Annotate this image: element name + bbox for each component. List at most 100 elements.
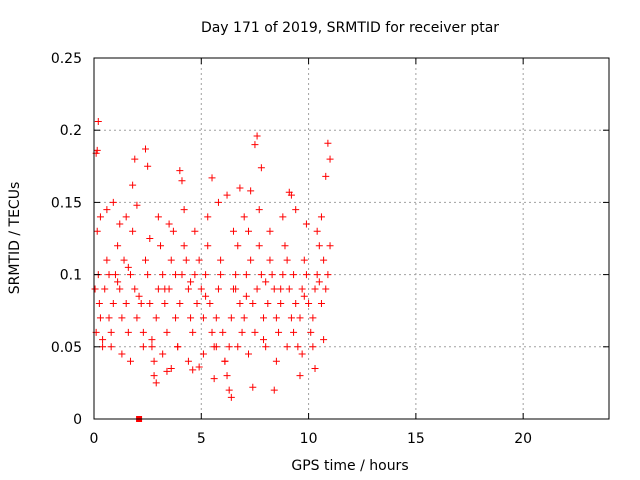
y-tick-label: 0.1: [60, 268, 82, 284]
data-point: [315, 278, 323, 286]
data-point: [245, 350, 252, 358]
data-point: [266, 256, 274, 264]
data-point: [236, 299, 244, 307]
data-point: [154, 285, 162, 293]
x-tick-label: 5: [197, 431, 206, 447]
y-tick-label: 0.2: [60, 123, 82, 139]
data-point: [315, 242, 323, 250]
data-point: [131, 155, 139, 163]
data-point: [225, 343, 233, 351]
data-point: [193, 299, 201, 307]
data-point: [294, 343, 302, 351]
data-point: [234, 242, 242, 250]
y-tick-label: 0: [73, 412, 82, 428]
data-point: [131, 285, 139, 293]
data-point: [150, 372, 158, 380]
data-point: [182, 256, 190, 264]
y-tick-label: 0.25: [51, 51, 82, 67]
data-point: [139, 343, 147, 351]
data-point: [275, 328, 283, 336]
data-point: [236, 184, 244, 192]
data-point: [150, 357, 158, 365]
x-axis-label: GPS time / hours: [291, 458, 408, 474]
data-point: [320, 256, 328, 264]
data-point: [93, 146, 101, 154]
data-point: [322, 172, 330, 180]
data-point: [178, 177, 186, 185]
data-point: [122, 299, 130, 307]
data-point: [195, 363, 203, 371]
data-point: [161, 299, 169, 307]
data-point: [251, 141, 259, 149]
data-point: [300, 256, 308, 264]
data-point: [180, 206, 188, 214]
data-point: [105, 314, 113, 322]
data-point: [159, 350, 167, 358]
data-point: [165, 220, 173, 228]
data-point: [279, 271, 287, 279]
data-point: [208, 174, 216, 182]
data-point: [114, 278, 122, 286]
data-point: [206, 299, 214, 307]
data-point: [279, 213, 287, 221]
data-point: [169, 227, 177, 235]
data-point: [298, 350, 306, 358]
data-point: [184, 285, 192, 293]
data-point: [292, 299, 300, 307]
data-point: [105, 271, 113, 279]
data-point: [227, 393, 235, 401]
data-point: [287, 191, 295, 199]
data-point: [133, 201, 141, 209]
data-point: [189, 328, 197, 336]
y-tick-label: 0.15: [51, 195, 82, 211]
data-point: [242, 292, 250, 300]
data-point: [232, 271, 240, 279]
data-point: [272, 314, 280, 322]
data-point: [229, 227, 237, 235]
data-point: [116, 285, 124, 293]
y-axis-ticks: 0 0.05 0.1 0.15 0.2 0.25: [51, 51, 609, 428]
data-point: [208, 328, 216, 336]
data-point: [317, 299, 325, 307]
data-point: [249, 299, 257, 307]
data-point: [124, 263, 132, 271]
data-point: [313, 227, 321, 235]
data-point: [111, 271, 119, 279]
data-point: [176, 299, 184, 307]
data-point: [146, 299, 154, 307]
data-point: [176, 167, 184, 175]
data-point: [189, 366, 197, 374]
data-point: [234, 343, 242, 351]
x-tick-label: 0: [90, 431, 99, 447]
data-point: [249, 383, 257, 391]
data-point: [152, 379, 160, 387]
data-point: [302, 271, 310, 279]
x-axis-ticks: 0 5 10 15 20: [90, 58, 532, 447]
data-point: [302, 220, 310, 228]
data-point: [191, 271, 199, 279]
data-point: [159, 271, 167, 279]
data-point: [223, 191, 231, 199]
data-point: [129, 181, 137, 189]
grid-lines: [94, 58, 609, 419]
data-point: [152, 314, 160, 322]
data-point: [322, 285, 330, 293]
data-point: [247, 256, 255, 264]
data-point: [174, 343, 182, 351]
data-point: [324, 139, 332, 147]
data-point: [103, 206, 111, 214]
data-point: [260, 314, 268, 322]
x-tick-label: 15: [407, 431, 425, 447]
data-point: [172, 314, 180, 322]
data-point: [260, 336, 268, 344]
data-point: [197, 285, 205, 293]
data-point: [172, 271, 180, 279]
data-point: [217, 256, 225, 264]
data-point: [313, 271, 321, 279]
data-point: [238, 328, 246, 336]
data-point: [221, 357, 229, 365]
data-point: [240, 213, 248, 221]
data-point: [214, 285, 222, 293]
data-point: [184, 357, 192, 365]
